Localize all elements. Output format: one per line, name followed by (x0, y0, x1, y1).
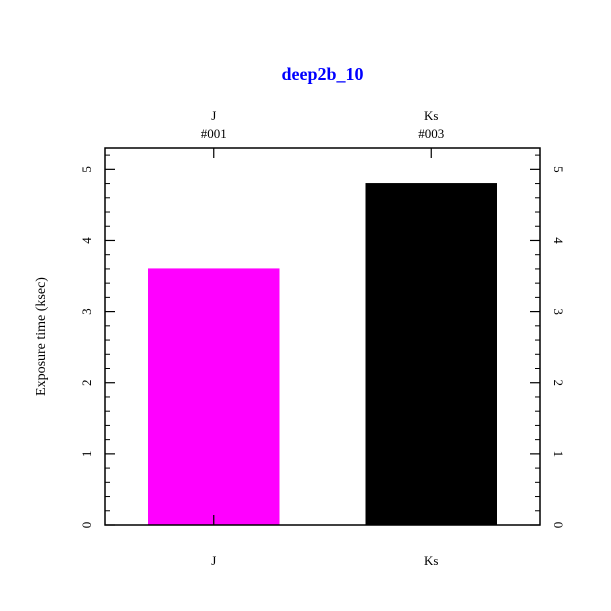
chart-title: deep2b_10 (281, 64, 363, 84)
y-tick-label: 1 (79, 451, 94, 458)
y-tick-label: 0 (79, 522, 94, 529)
y-tick-label: 5 (79, 166, 94, 173)
y-tick-label-right: 0 (551, 522, 566, 529)
bar-chart: deep2b_10 Exposure time (ksec) 0 0 1 1 2 2 3 3 4… (0, 0, 611, 611)
x-category-label: J (211, 553, 216, 568)
x-top-label: Ks (424, 108, 438, 123)
x-category-label: Ks (424, 553, 438, 568)
x-top-label: J (211, 108, 216, 123)
bar (149, 269, 280, 525)
y-tick-label: 3 (79, 308, 94, 315)
y-tick-label-right: 2 (551, 379, 566, 386)
plot-area: 0 0 1 1 2 2 3 3 4 4 5 5 J J #001 Ks Ks #003 (79, 108, 566, 568)
y-tick-label-right: 1 (551, 451, 566, 458)
y-tick-label: 4 (79, 237, 94, 244)
y-tick-label-right: 5 (551, 166, 566, 173)
y-tick-label-right: 3 (551, 308, 566, 315)
bar (366, 184, 497, 525)
y-tick-label: 2 (79, 379, 94, 386)
y-tick-label-right: 4 (551, 237, 566, 244)
x-top-sublabel: #003 (418, 126, 444, 141)
x-top-sublabel: #001 (201, 126, 227, 141)
y-axis-label: Exposure time (ksec) (34, 277, 49, 396)
